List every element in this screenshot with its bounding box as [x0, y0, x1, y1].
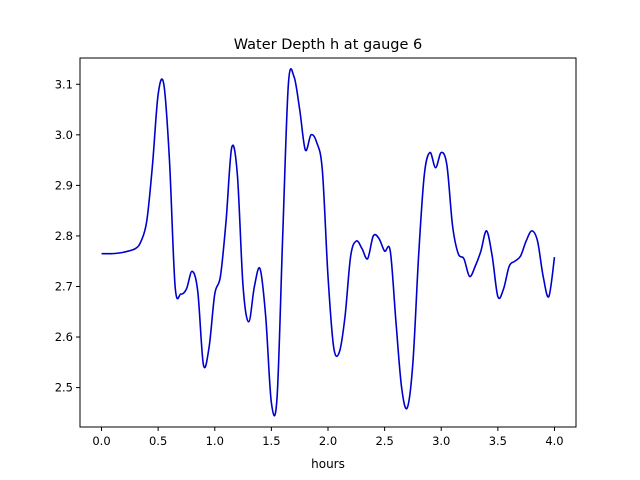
plot-frame: [79, 57, 577, 428]
x-axis: 0.0 0.5 1.0 1.5 2.0 2.5 3.0 3.5 4.0: [92, 427, 564, 448]
x-tick-label: 3.0: [432, 434, 450, 448]
series-line: [101, 68, 556, 417]
y-tick-label: 3.1: [55, 77, 73, 91]
y-tick-label: 2.6: [55, 330, 73, 344]
chart-title: Water Depth h at gauge 6: [234, 37, 422, 53]
y-tick-label: 2.9: [55, 178, 73, 192]
x-tick-label: 4.0: [545, 434, 563, 448]
y-tick-label: 2.8: [55, 229, 73, 243]
y-axis: 2.5 2.6 2.7 2.8 2.9 3.0 3.1: [55, 77, 80, 395]
x-tick-label: 0.5: [149, 434, 167, 448]
y-tick-label: 3.0: [55, 128, 73, 142]
y-tick-label: 2.7: [55, 279, 73, 293]
x-tick-label: 2.0: [319, 434, 337, 448]
plot-area: [101, 68, 556, 417]
x-axis-label: hours: [311, 457, 345, 471]
y-tick-label: 2.5: [55, 381, 73, 395]
x-tick-label: 2.5: [375, 434, 393, 448]
x-tick-label: 3.5: [489, 434, 507, 448]
x-tick-label: 0.0: [92, 434, 110, 448]
x-tick-label: 1.0: [206, 434, 224, 448]
x-tick-label: 1.5: [262, 434, 280, 448]
